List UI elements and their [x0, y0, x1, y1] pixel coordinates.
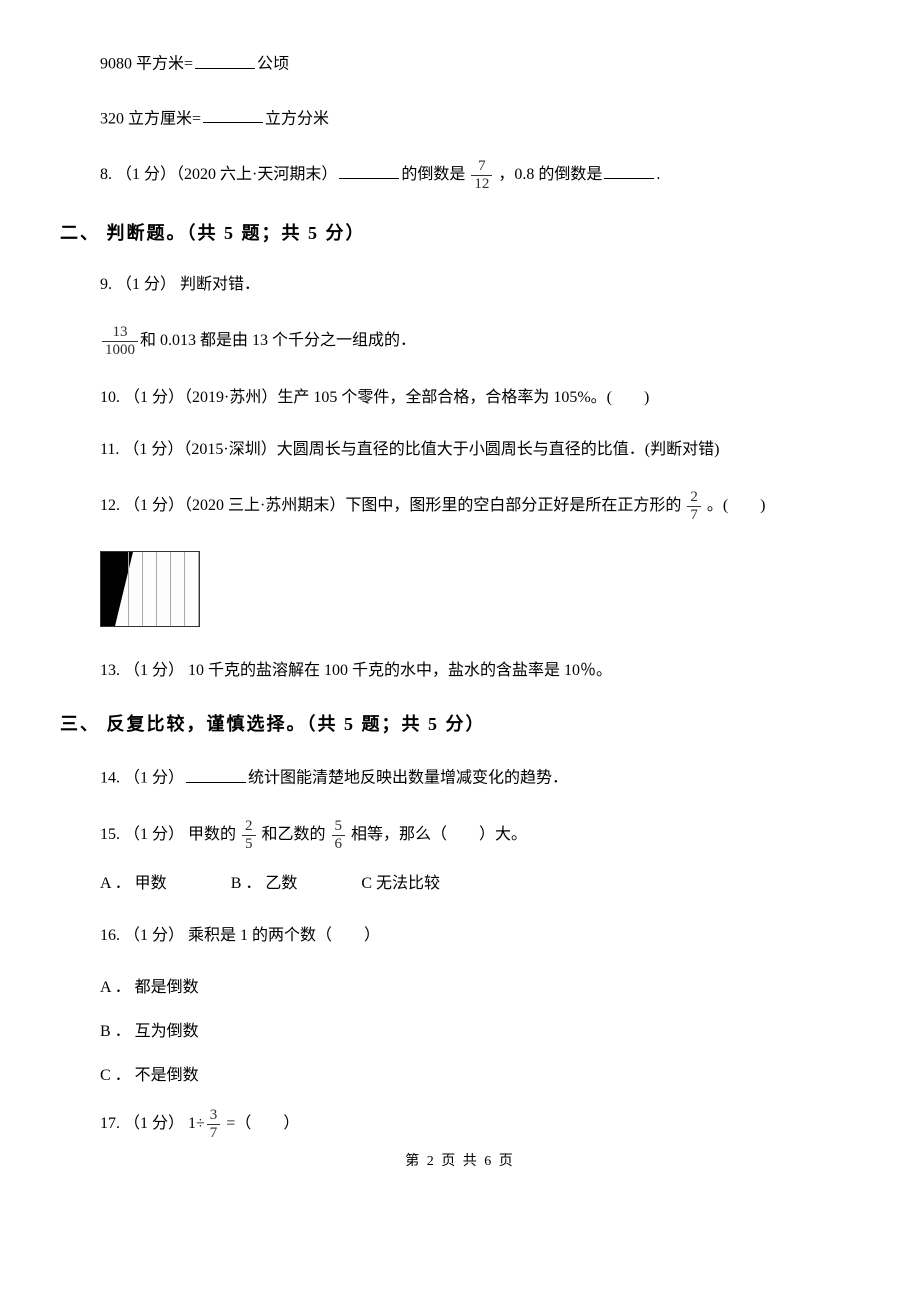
- q7-blank1[interactable]: [195, 50, 255, 69]
- frac-num: 5: [332, 819, 346, 835]
- q15: 15. （1 分） 甲数的 2 5 和乙数的 5 6 相等，那么（ ）大。: [60, 819, 860, 852]
- q14-prefix: 14. （1 分）: [100, 770, 184, 787]
- q8-prefix: 8. （1 分）（2020 六上·天河期末）: [100, 166, 337, 183]
- q13: 13. （1 分） 10 千克的盐溶解在 100 千克的水中，盐水的含盐率是 1…: [60, 659, 860, 683]
- q16-options: A ． 都是倒数 B ． 互为倒数 C ． 不是倒数: [60, 976, 860, 1088]
- q17-prefix: 17. （1 分） 1÷: [100, 1115, 205, 1132]
- q12-col: [143, 552, 157, 626]
- q12: 12. （1 分）（2020 三上·苏州期末）下图中，图形里的空白部分正好是所在…: [60, 490, 860, 523]
- q15-options: A ． 甲数 B ． 乙数 C 无法比较: [60, 872, 860, 896]
- frac-den: 1000: [102, 341, 138, 358]
- q8-blank2[interactable]: [604, 161, 654, 180]
- q7-blank2[interactable]: [203, 105, 263, 124]
- frac-den: 12: [471, 175, 492, 192]
- q7-line2: 320 立方厘米= 立方分米: [60, 105, 860, 132]
- q8-tail: .: [656, 166, 660, 183]
- q17: 17. （1 分） 1÷ 3 7 =（ ）: [60, 1108, 860, 1141]
- q12-fraction: 2 7: [687, 490, 701, 523]
- frac-den: 6: [332, 835, 346, 852]
- q7-line1: 9080 平方米= 公顷: [60, 50, 860, 77]
- q12-col: [129, 552, 143, 626]
- section3-title: 三、 反复比较，谨慎选择。（共 5 题；共 5 分）: [60, 711, 860, 738]
- frac-num: 13: [102, 325, 138, 341]
- q12-figure-wrap: [60, 551, 860, 659]
- q12-suffix: 。( ): [703, 497, 766, 514]
- frac-den: 7: [207, 1124, 221, 1141]
- q8-blank1[interactable]: [339, 161, 399, 180]
- q16-option-c[interactable]: C ． 不是倒数: [100, 1064, 860, 1088]
- q15-option-b[interactable]: B ． 乙数: [231, 872, 298, 896]
- q17-fraction: 3 7: [207, 1108, 221, 1141]
- frac-den: 7: [687, 506, 701, 523]
- q8-mid1: 的倒数是: [401, 166, 465, 183]
- q15-mid: 和乙数的: [262, 826, 330, 843]
- q7-line1-b: 公顷: [257, 56, 289, 73]
- q17-suffix: =（ ）: [222, 1115, 299, 1132]
- frac-num: 3: [207, 1108, 221, 1124]
- q8: 8. （1 分）（2020 六上·天河期末） 的倒数是 7 12 ，0.8 的倒数…: [60, 159, 860, 192]
- q15-suffix: 相等，那么（ ）大。: [351, 826, 527, 843]
- q8-mid2: ，0.8 的倒数是: [494, 166, 602, 183]
- q7-line2-a: 320 立方厘米=: [100, 110, 201, 127]
- q15-prefix: 15. （1 分） 甲数的: [100, 826, 240, 843]
- q15-option-c[interactable]: C 无法比较: [361, 872, 440, 896]
- q14: 14. （1 分） 统计图能清楚地反映出数量增减变化的趋势．: [60, 764, 860, 791]
- q16-option-b[interactable]: B ． 互为倒数: [100, 1020, 860, 1044]
- q9-line2: 13 1000 和 0.013 都是由 13 个千分之一组成的．: [60, 325, 860, 358]
- q9-line2-text: 和 0.013 都是由 13 个千分之一组成的．: [140, 332, 416, 349]
- q12-figure-black: [101, 552, 115, 626]
- page-footer: 第 2 页 共 6 页: [60, 1151, 860, 1172]
- q9-fraction: 13 1000: [102, 325, 138, 358]
- q16-option-a[interactable]: A ． 都是倒数: [100, 976, 860, 1000]
- q15-frac1: 2 5: [242, 819, 256, 852]
- q9-line1: 9. （1 分） 判断对错．: [60, 273, 860, 297]
- section2-title: 二、 判断题。（共 5 题；共 5 分）: [60, 220, 860, 247]
- frac-num: 7: [471, 159, 492, 175]
- frac-den: 5: [242, 835, 256, 852]
- q14-suffix: 统计图能清楚地反映出数量增减变化的趋势．: [248, 770, 568, 787]
- q12-prefix: 12. （1 分）（2020 三上·苏州期末）下图中，图形里的空白部分正好是所在…: [100, 497, 685, 514]
- q12-col: [157, 552, 171, 626]
- q11: 11. （1 分）（2015·深圳）大圆周长与直径的比值大于小圆周长与直径的比值…: [60, 438, 860, 462]
- q10: 10. （1 分）（2019·苏州）生产 105 个零件，全部合格，合格率为 1…: [60, 386, 860, 410]
- frac-num: 2: [687, 490, 701, 506]
- q8-fraction: 7 12: [471, 159, 492, 192]
- q12-figure: [100, 551, 200, 627]
- frac-num: 2: [242, 819, 256, 835]
- q15-option-a[interactable]: A ． 甲数: [100, 872, 167, 896]
- q12-col: [185, 552, 199, 626]
- q12-col: [115, 552, 129, 626]
- q7-line1-a: 9080 平方米=: [100, 56, 193, 73]
- q16: 16. （1 分） 乘积是 1 的两个数（ ）: [60, 924, 860, 948]
- q12-col: [171, 552, 185, 626]
- q15-frac2: 5 6: [332, 819, 346, 852]
- q14-blank[interactable]: [186, 764, 246, 783]
- q7-line2-b: 立方分米: [265, 110, 329, 127]
